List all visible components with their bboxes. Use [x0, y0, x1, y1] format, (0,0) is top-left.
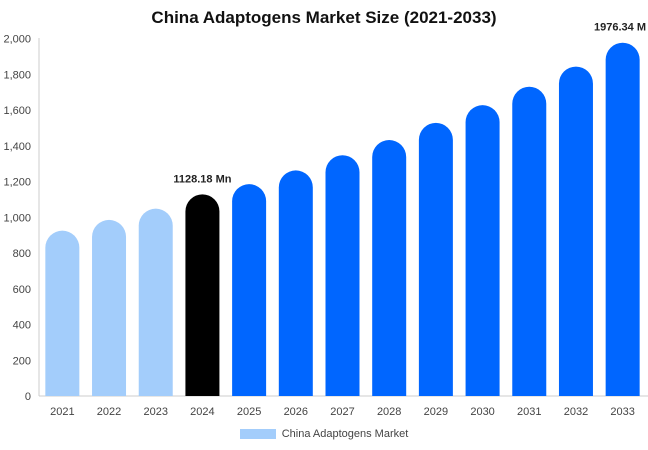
legend: China Adaptogens Market — [0, 428, 648, 440]
x-tick-label: 2031 — [517, 406, 541, 418]
x-tick-label: 2026 — [284, 406, 308, 418]
y-tick-label: 1,200 — [3, 177, 31, 189]
bar-2022 — [92, 219, 127, 396]
bar-2026 — [278, 170, 313, 396]
bar-2028 — [372, 140, 407, 396]
y-tick-label: 2,000 — [3, 34, 31, 46]
bar-2029 — [418, 122, 453, 396]
x-axis-ticks: 2021 2022 2023 2024 2025 2026 2027 2028 2029 2030… — [50, 406, 635, 418]
y-tick-label: 600 — [13, 284, 31, 296]
x-tick-label: 2022 — [97, 406, 121, 418]
y-tick-label: 200 — [13, 355, 31, 367]
data-label-2024: 1128.18 Mn — [173, 173, 231, 185]
bar-2025 — [232, 184, 267, 396]
y-tick-label: 400 — [13, 320, 31, 332]
chart-title: China Adaptogens Market Size (2021-2033) — [151, 8, 497, 27]
bar-2032 — [558, 66, 593, 396]
x-tick-label: 2033 — [610, 406, 634, 418]
x-tick-label: 2025 — [237, 406, 261, 418]
bar-2023 — [138, 208, 173, 396]
legend-label: China Adaptogens Market — [281, 428, 409, 440]
x-tick-label: 2032 — [564, 406, 588, 418]
y-axis-ticks: 0 200 400 600 800 1,000 1,200 1,400 1,600 1,800 2,… — [3, 34, 31, 404]
y-tick-label: 800 — [13, 248, 31, 260]
legend-swatch — [239, 429, 276, 439]
bar-2030 — [465, 105, 500, 396]
x-tick-label: 2029 — [424, 406, 448, 418]
bars-group — [45, 42, 640, 397]
x-tick-label: 2030 — [470, 406, 494, 418]
y-tick-label: 1,800 — [3, 69, 31, 81]
y-tick-label: 1,000 — [3, 212, 31, 224]
bar-2021 — [45, 230, 80, 396]
y-tick-label: 1,400 — [3, 141, 31, 153]
bar-2033 — [605, 42, 640, 397]
x-tick-label: 2023 — [143, 406, 167, 418]
x-tick-label: 2021 — [50, 406, 74, 418]
bar-2027 — [325, 155, 360, 396]
y-tick-label: 1,600 — [3, 105, 31, 117]
data-labels: 1128.18 Mn 1976.34 M — [173, 22, 646, 186]
y-tick-label: 0 — [25, 391, 31, 403]
x-tick-label: 2028 — [377, 406, 401, 418]
x-tick-label: 2027 — [330, 406, 354, 418]
bar-2031 — [512, 86, 547, 396]
bar-2024 — [185, 194, 220, 396]
data-label-2033: 1976.34 M — [594, 22, 646, 34]
x-tick-label: 2024 — [190, 406, 214, 418]
